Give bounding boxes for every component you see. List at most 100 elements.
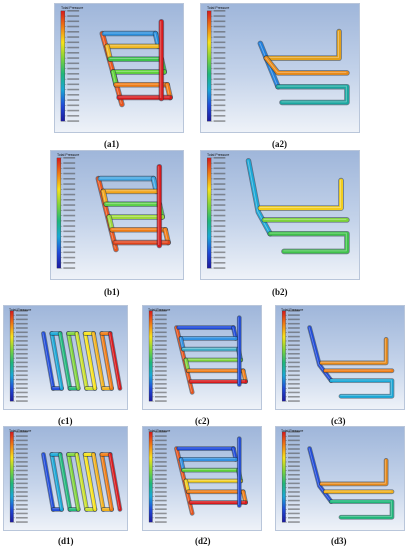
colorbar-tick-label: [213, 25, 226, 28]
figure-d2-serpentine-pressure: Total Pressure: [142, 426, 262, 531]
colorbar-tick-label: [15, 499, 28, 502]
colorbar-tick-label: [154, 478, 167, 480]
channel-highlight: [179, 337, 184, 349]
colorbar-tick-label: [213, 183, 226, 185]
flow-channel: [83, 452, 97, 511]
colorbar-tick-label: [154, 499, 167, 502]
colorbar-tick-label: [67, 73, 80, 75]
colorbar-tick-label: [67, 67, 80, 70]
colorbar-tick-label: [288, 456, 300, 459]
colorbar-tick-label: [67, 46, 80, 49]
channel-highlight: [232, 447, 236, 459]
caption-c2: (c2): [195, 416, 210, 426]
flow-channel: [264, 29, 342, 61]
colorbar: [281, 431, 286, 523]
figure-c3-render: [281, 310, 395, 402]
colorbar-tick-label: [67, 115, 80, 117]
colorbar-tick-label: [67, 15, 80, 17]
colorbar-tick-label: [213, 225, 226, 227]
colorbar-tick-label: [213, 172, 226, 175]
colorbar-tick-label: [15, 521, 28, 523]
colorbar-tick-label: [154, 314, 167, 316]
colorbar-tick-label: [63, 225, 76, 227]
colorbar-tick-label: [288, 439, 300, 442]
colorbar-tick-label: [288, 499, 300, 502]
colorbar-tick-label: [288, 378, 300, 381]
channel-highlight: [277, 85, 347, 103]
colorbar-tick-label: [213, 214, 226, 217]
colorbar-tick-label: [154, 473, 167, 476]
colorbar-tick-label: [154, 482, 167, 485]
colorbar-tick-label: [213, 88, 226, 91]
colorbar-tick-label: [288, 352, 300, 355]
colorbar-tick-label: [288, 370, 300, 372]
colorbar-tick-label: [63, 251, 76, 254]
colorbar-tick-label: [213, 267, 226, 269]
colorbar-tick-label: [288, 504, 300, 506]
colorbar-tick-label: [63, 178, 76, 180]
colorbar-tick-label: [288, 465, 300, 467]
colorbar-tick-label: [288, 383, 300, 385]
colorbar-tick-label: [67, 83, 80, 86]
flow-channel: [108, 331, 122, 390]
colorbar: [9, 431, 14, 523]
colorbar-tick-label: [15, 331, 28, 334]
channel-highlight: [242, 491, 246, 503]
colorbar-tick-label: [154, 344, 167, 346]
colorbar-tick-label: [63, 220, 76, 222]
colorbar-title: Total Pressure: [57, 153, 80, 157]
colorbar-tick-label: [15, 504, 28, 506]
channel-highlight: [232, 326, 236, 338]
flow-channel: [246, 158, 273, 236]
colorbar-tick-label: [15, 374, 28, 377]
colorbar-tick-label: [213, 256, 226, 259]
colorbar-tick-label: [15, 478, 28, 480]
colorbar-tick-label: [154, 352, 167, 355]
colorbar-tick-label: [213, 73, 226, 75]
colorbar-tick-label: [213, 115, 226, 117]
flow-channel: [50, 452, 64, 511]
colorbar-tick-label: [67, 120, 80, 122]
colorbar-tick-label: [154, 465, 167, 467]
colorbar-tick-label: [213, 120, 226, 122]
colorbar-tick-label: [288, 435, 300, 437]
colorbar-tick-label: [15, 352, 28, 355]
colorbar-tick-label: [63, 267, 76, 269]
colorbar-tick-label: [15, 383, 28, 385]
colorbar-tick-label: [154, 448, 167, 450]
flow-channel: [108, 452, 122, 511]
colorbar-tick-label: [15, 452, 28, 455]
colorbar-tick-label: [67, 25, 80, 28]
colorbar-tick-label: [67, 99, 80, 101]
colorbar-tick-label: [67, 104, 80, 107]
channel-highlight: [67, 453, 79, 509]
channel-highlight: [106, 45, 111, 59]
colorbar-tick-label: [15, 473, 28, 476]
colorbar-tick-label: [213, 99, 226, 101]
colorbar-tick-label: [63, 214, 76, 217]
channel-outline: [263, 28, 342, 61]
colorbar-tick-label: [213, 10, 226, 12]
colorbar-tick-label: [63, 172, 76, 175]
colorbar-tick-label: [67, 36, 80, 38]
colorbar-tick-label: [154, 348, 167, 351]
colorbar-tick-label: [213, 193, 226, 196]
colorbar-tick-label: [213, 78, 226, 80]
colorbar-tick-label: [288, 400, 300, 402]
colorbar-tick-label: [213, 157, 226, 159]
colorbar-tick-label: [67, 52, 80, 54]
colorbar-tick-label: [288, 478, 300, 480]
channel-highlight: [75, 453, 87, 509]
colorbar-tick-label: [213, 167, 226, 170]
colorbar-title: Total Pressure: [148, 308, 171, 312]
colorbar-tick-label: [63, 230, 76, 233]
channel-highlight: [112, 71, 116, 85]
colorbar-tick-label: [288, 348, 300, 351]
flow-channel: [329, 378, 394, 398]
caption-c3: (c3): [331, 416, 346, 426]
colorbar-tick-label: [288, 486, 300, 489]
flow-channel: [41, 452, 55, 511]
colorbar-tick-label: [154, 378, 167, 381]
colorbar-tick-label: [15, 495, 28, 498]
colorbar-tick-label: [154, 374, 167, 377]
